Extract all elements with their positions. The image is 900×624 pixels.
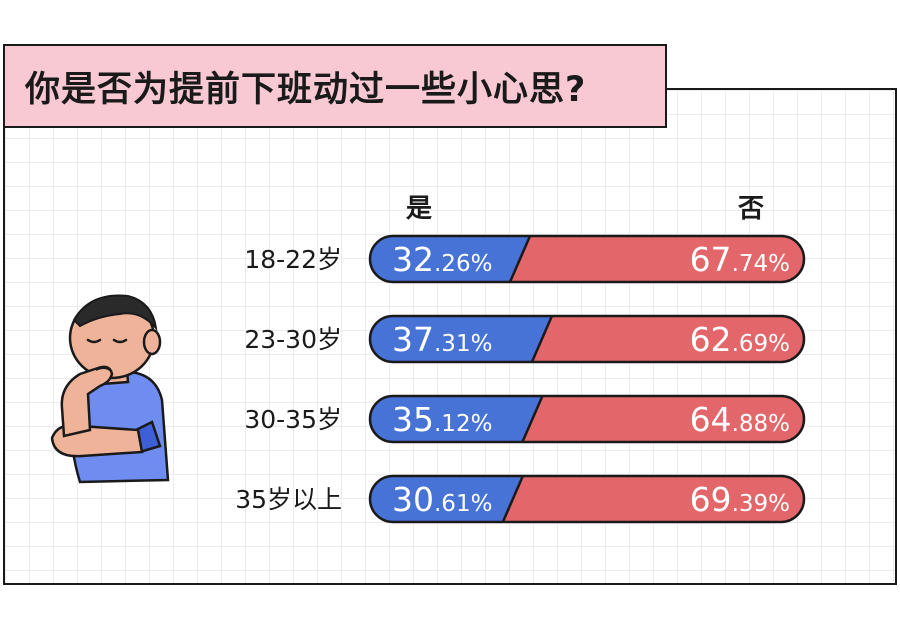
value-label-no: 62.69% bbox=[690, 320, 790, 359]
category-label: 30-35岁 bbox=[244, 405, 342, 434]
bar-no bbox=[510, 236, 804, 282]
bar-outline bbox=[368, 474, 806, 524]
bar-outline bbox=[368, 234, 806, 284]
bar-no bbox=[502, 476, 804, 522]
bar-yes bbox=[370, 316, 552, 362]
bar-outline bbox=[368, 394, 806, 444]
category-label: 35岁以上 bbox=[235, 485, 342, 514]
value-label-yes: 35.12% bbox=[392, 400, 492, 439]
value-label-yes: 37.31% bbox=[392, 320, 492, 359]
bar-outline bbox=[368, 314, 806, 364]
value-label-no: 64.88% bbox=[690, 400, 790, 439]
bar-no bbox=[522, 396, 804, 442]
value-label-yes: 30.61% bbox=[392, 480, 492, 519]
thinking-person-icon bbox=[50, 294, 170, 484]
legend-yes: 是 bbox=[406, 194, 433, 224]
bar-split-line bbox=[530, 316, 554, 362]
value-label-no: 67.74% bbox=[690, 240, 790, 279]
bar-yes bbox=[370, 396, 543, 442]
value-label-yes: 32.26% bbox=[392, 240, 492, 279]
bar-split-line bbox=[508, 236, 532, 282]
bar-split-line bbox=[521, 396, 544, 442]
value-label-no: 69.39% bbox=[690, 480, 790, 519]
title-banner: 你是否为提前下班动过一些小心思? bbox=[3, 44, 667, 128]
bar-split-line bbox=[501, 476, 524, 522]
legend-no: 否 bbox=[738, 194, 765, 224]
page-title: 你是否为提前下班动过一些小心思? bbox=[25, 69, 587, 110]
bar-yes bbox=[370, 476, 523, 522]
bar-yes bbox=[370, 236, 531, 282]
category-label: 18-22岁 bbox=[244, 245, 342, 274]
bar-no bbox=[531, 316, 804, 362]
category-label: 23-30岁 bbox=[244, 325, 342, 354]
